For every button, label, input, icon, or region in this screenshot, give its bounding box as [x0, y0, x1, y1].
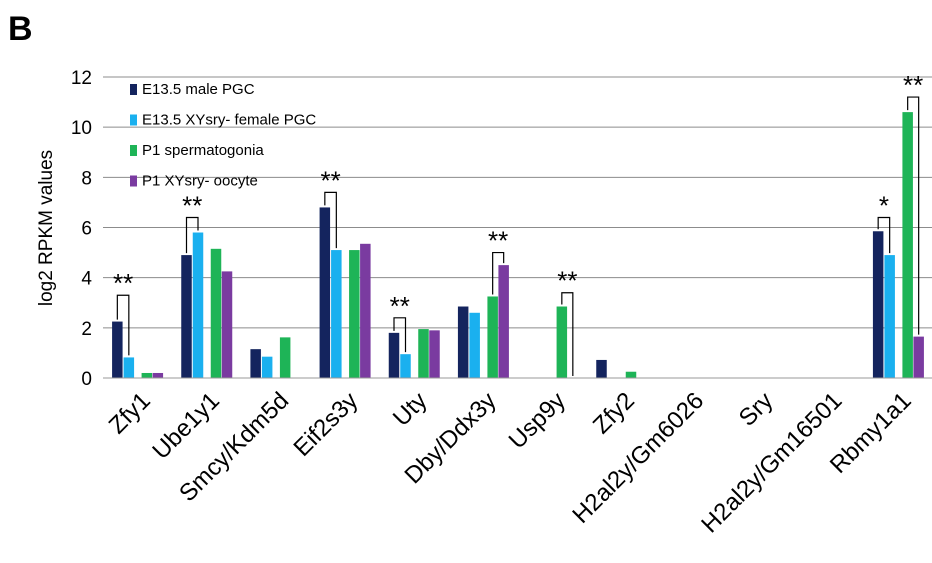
bars	[112, 112, 924, 378]
category-label: Eif2s3y	[289, 387, 364, 462]
y-tick-label: 2	[81, 319, 92, 340]
significance-annotations: ***************	[113, 70, 923, 376]
bar	[902, 112, 913, 378]
significance-star: **	[182, 190, 202, 220]
bar	[250, 349, 261, 378]
legend-label: P1 spermatogonia	[142, 142, 264, 159]
significance-star: **	[903, 70, 923, 100]
bar	[596, 359, 607, 378]
legend-label: E13.5 XYsry- female PGC	[142, 112, 316, 129]
category-label: Uty	[388, 387, 433, 432]
legend-swatch	[130, 175, 137, 187]
bar	[279, 337, 291, 378]
y-tick-label: 4	[81, 269, 92, 290]
significance-bracket	[877, 216, 891, 254]
category-label: Usp9y	[504, 387, 571, 454]
significance-bracket	[116, 294, 130, 356]
legend-swatch	[130, 84, 137, 95]
bar	[457, 306, 469, 378]
y-tick-label: 0	[81, 369, 92, 390]
bar	[112, 321, 123, 378]
significance-bracket	[185, 216, 199, 254]
panel-label: B	[8, 10, 33, 48]
bar	[181, 255, 192, 378]
bar	[261, 356, 273, 378]
legend-swatch	[130, 145, 137, 156]
significance-star: **	[113, 268, 133, 298]
bar	[418, 329, 429, 378]
bar	[331, 250, 342, 378]
bar	[152, 372, 164, 378]
bar	[400, 354, 411, 378]
bar	[319, 207, 331, 378]
bar	[429, 330, 440, 378]
bar	[210, 248, 222, 378]
y-tick-label: 10	[71, 118, 92, 139]
y-axis-ticks: 0 2 4 6 8 10 12	[71, 68, 93, 390]
significance-star: *	[879, 190, 889, 220]
bar	[360, 243, 371, 378]
significance-bracket	[324, 191, 337, 249]
significance-bracket	[561, 292, 574, 376]
bar	[388, 332, 400, 378]
legend: E13.5 male PGC E13.5 XYsry- female PGC P1 …	[130, 81, 316, 190]
significance-bracket	[393, 317, 407, 353]
legend-label: E13.5 male PGC	[142, 81, 255, 98]
bar	[884, 255, 895, 378]
y-axis-label: log2 RPKM values	[36, 150, 57, 306]
gridlines	[103, 76, 932, 329]
category-label: Zfy1	[104, 387, 156, 439]
category-label: Sry	[734, 387, 779, 432]
bar	[872, 231, 884, 378]
bar	[498, 265, 509, 378]
legend-label: P1 XYsry- oocyte	[142, 173, 258, 190]
bar	[487, 296, 498, 378]
bar	[625, 371, 637, 378]
y-tick-label: 8	[81, 168, 92, 189]
y-tick-label: 12	[71, 68, 92, 89]
bar	[349, 250, 360, 378]
bar	[141, 372, 153, 378]
category-label: H2al2y/Gm6026	[567, 387, 709, 529]
bar	[469, 312, 480, 378]
legend-swatch	[130, 114, 137, 126]
significance-star: **	[488, 226, 508, 256]
bar	[123, 357, 135, 378]
bar	[221, 271, 233, 378]
y-tick-label: 6	[81, 219, 92, 240]
bar	[913, 336, 924, 378]
significance-star: **	[557, 266, 577, 296]
significance-bracket	[907, 96, 920, 335]
significance-star: **	[390, 291, 410, 321]
bar	[556, 306, 568, 378]
significance-star: **	[320, 165, 340, 195]
significance-bracket	[492, 251, 505, 295]
category-label: Zfy2	[588, 387, 640, 439]
bar	[192, 232, 204, 378]
